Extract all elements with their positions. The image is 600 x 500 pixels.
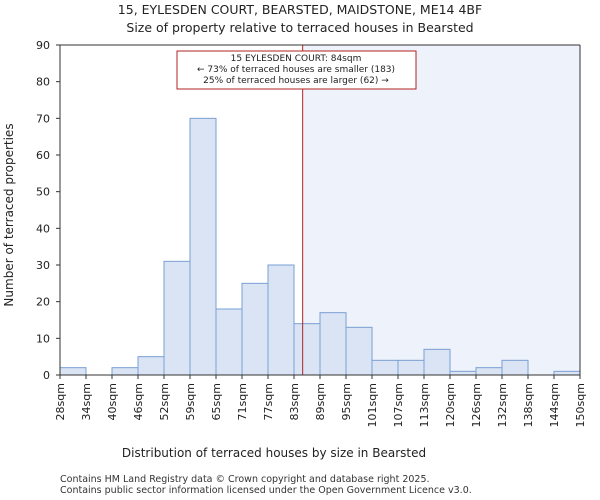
bar-101sqm	[371, 359, 399, 376]
bar-52sqm	[163, 260, 191, 376]
annotation-box: 15 EYLESDEN COURT: 84sqm ← 73% of terrac…	[176, 50, 417, 90]
x-tick-label: 101sqm	[366, 383, 379, 427]
annotation-line-2: ← 73% of terraced houses are smaller (18…	[197, 65, 395, 75]
y-axis-label: Number of terraced properties	[2, 123, 16, 306]
bar-65sqm	[215, 308, 243, 376]
y-tick-label: 40	[36, 222, 50, 235]
bar-40sqm	[111, 367, 139, 376]
annotation-frame	[176, 50, 417, 90]
bar-132sqm	[501, 359, 529, 376]
bar-95sqm	[345, 326, 373, 376]
bar-77sqm	[267, 264, 295, 376]
x-tick-label: 83sqm	[288, 383, 301, 420]
x-tick-label: 113sqm	[418, 383, 431, 427]
y-tick-label: 70	[36, 112, 50, 125]
x-axis-label: Distribution of terraced houses by size …	[122, 446, 426, 460]
y-tick-label: 60	[36, 149, 50, 162]
y-tick-label: 20	[36, 296, 50, 309]
bar-126sqm	[475, 367, 503, 376]
footer-copyright: Contains HM Land Registry data © Crown c…	[60, 474, 430, 485]
bar-113sqm	[423, 348, 451, 376]
x-tick-label: 59sqm	[184, 383, 197, 420]
y-tick-label: 0	[43, 369, 50, 382]
bar-89sqm	[319, 312, 347, 376]
bar-71sqm	[241, 282, 269, 376]
x-tick-label: 71sqm	[236, 383, 249, 420]
x-tick-label: 40sqm	[106, 383, 119, 420]
bar-120sqm	[449, 370, 477, 376]
bar-144sqm	[553, 370, 581, 376]
y-tick-label: 80	[36, 76, 50, 89]
y-tick-label: 30	[36, 259, 50, 272]
bar-46sqm	[137, 356, 165, 376]
highlight-region	[302, 45, 580, 375]
x-tick-label: 46sqm	[132, 383, 145, 420]
annotation-line-1: 15 EYLESDEN COURT: 84sqm	[231, 54, 362, 64]
bar-59sqm	[189, 117, 217, 376]
bar-28sqm	[59, 367, 87, 376]
y-tick-label: 90	[36, 39, 50, 52]
x-tick-label: 65sqm	[210, 383, 223, 420]
bar-83sqm	[293, 323, 321, 376]
x-tick-label: 126sqm	[470, 383, 483, 427]
x-tick-label: 89sqm	[314, 383, 327, 420]
x-tick-label: 52sqm	[158, 383, 171, 420]
x-tick-label: 150sqm	[574, 383, 587, 427]
chart-title: 15, EYLESDEN COURT, BEARSTED, MAIDSTONE,…	[118, 2, 482, 17]
x-tick-label: 138sqm	[522, 383, 535, 427]
x-tick-label: 132sqm	[496, 383, 509, 427]
bar-107sqm	[397, 359, 425, 376]
y-tick-label: 10	[36, 332, 50, 345]
x-tick-label: 28sqm	[54, 383, 67, 420]
x-tick-label: 144sqm	[548, 383, 561, 427]
x-tick-label: 107sqm	[392, 383, 405, 427]
y-tick-label: 50	[36, 186, 50, 199]
footer-licence: Contains public sector information licen…	[60, 485, 472, 496]
x-tick-label: 120sqm	[444, 383, 457, 427]
x-tick-label: 77sqm	[262, 383, 275, 420]
chart-subtitle: Size of property relative to terraced ho…	[126, 20, 473, 35]
x-tick-label: 95sqm	[340, 383, 353, 420]
x-tick-label: 34sqm	[80, 383, 93, 420]
annotation-line-3: 25% of terraced houses are larger (62) →	[203, 76, 389, 86]
